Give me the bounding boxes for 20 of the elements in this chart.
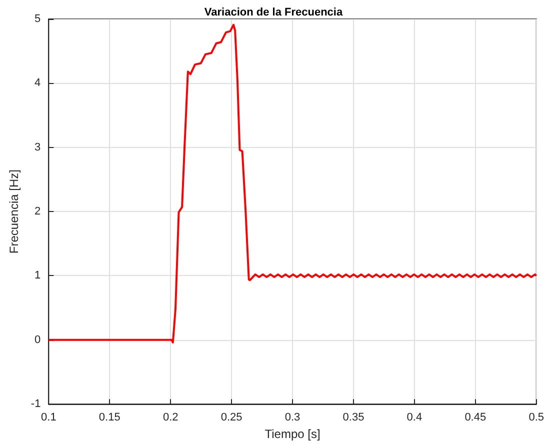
y-tick-label: 0 xyxy=(34,334,41,346)
y-tick-label: 3 xyxy=(34,141,41,154)
x-tick-label: 0.3 xyxy=(284,412,300,424)
x-tick-label: 0.15 xyxy=(98,412,120,424)
chart-title: Variacion de la Frecuencia xyxy=(204,6,344,18)
x-tick-label: 0.4 xyxy=(406,412,422,424)
x-tick-label: 0.5 xyxy=(528,412,544,424)
line-series xyxy=(48,24,538,344)
x-tick-label: 0.1 xyxy=(41,412,56,424)
x-tick-label: 0.35 xyxy=(342,412,364,424)
y-tick-label: 1 xyxy=(34,270,41,282)
y-tick-label: 5 xyxy=(34,13,41,25)
x-tick-label: 0.25 xyxy=(220,412,242,424)
y-tick-label: -1 xyxy=(30,398,41,410)
y-tick-label: 4 xyxy=(34,77,41,90)
y-axis-title: Frecuencia [Hz] xyxy=(7,170,21,254)
x-tick-label: 0.45 xyxy=(464,412,486,424)
x-axis-title: Tiempo [s] xyxy=(264,427,320,441)
y-tick-label: 2 xyxy=(34,206,41,218)
x-tick-label: 0.2 xyxy=(162,412,178,424)
